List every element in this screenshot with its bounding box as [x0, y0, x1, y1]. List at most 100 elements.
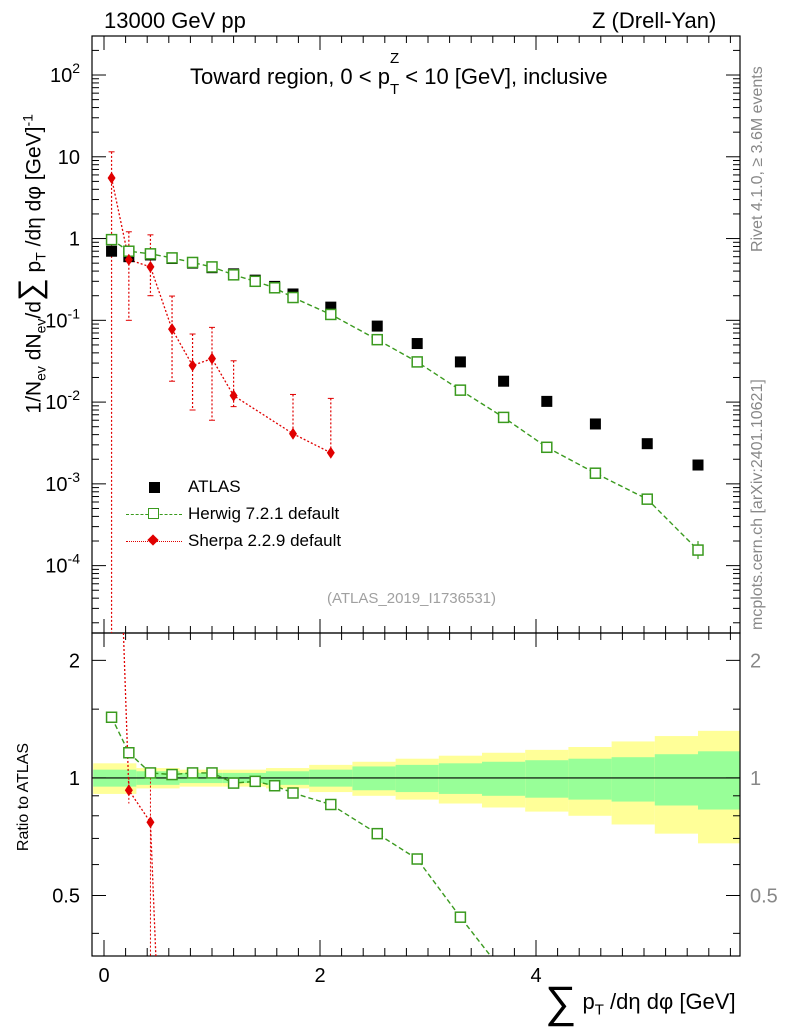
legend-herwig-label: Herwig 7.2.1 default — [188, 504, 340, 523]
sherpa-ratio-point — [124, 784, 133, 797]
plot-title-tail: < 10 [GeV], inclusive — [399, 64, 608, 89]
herwig-point — [287, 291, 299, 304]
axes-frame — [91, 35, 741, 957]
y-tick-label: 10-4 — [45, 551, 80, 578]
herwig-ratio-point — [325, 798, 337, 811]
herwig-ratio-point — [123, 747, 135, 759]
legend-atlas-marker — [149, 482, 160, 493]
ratio-band-inner — [698, 751, 740, 810]
ratio-uncertainty-bands — [92, 730, 740, 844]
ratio-tick-label: 2 — [69, 650, 80, 672]
plot-title-sub: T — [389, 81, 400, 98]
mcplots-label: mcplots.cern.ch [arXiv:2401.10621] — [749, 379, 766, 630]
herwig-point — [411, 356, 423, 368]
herwig-ratio-point — [144, 767, 157, 779]
sherpa-point — [326, 446, 335, 459]
herwig-point — [641, 493, 653, 505]
atlas-point — [106, 245, 118, 257]
herwig-ratio-point — [287, 787, 299, 799]
atlas-point — [325, 301, 337, 313]
atlas-point — [589, 418, 601, 430]
atlas-point — [454, 356, 466, 368]
legend-sherpa-marker — [147, 534, 159, 546]
atlas-point — [498, 375, 510, 387]
herwig-ratio-point — [206, 767, 218, 779]
ratio-tick-label: 0.5 — [52, 886, 80, 908]
herwig-point — [325, 308, 337, 321]
herwig-point — [105, 233, 118, 246]
ratio-tick-label-right: 1 — [750, 768, 761, 790]
ratio-band-inner — [525, 760, 569, 798]
herwig-point — [371, 333, 383, 346]
y-tick-label: 10-3 — [45, 469, 80, 496]
y-tick-label: 10 — [58, 147, 80, 169]
y-tick-label: 10-1 — [45, 305, 80, 332]
herwig-ratio-point — [227, 777, 240, 789]
herwig-point — [454, 384, 467, 396]
watermark-label: (ATLAS_2019_I1736531) — [327, 590, 497, 607]
sherpa-ratio-point — [146, 816, 155, 829]
axis-ticks: 0 2 4 10-4 10-3 10-2 10-1 1 10 102 0.5 0.5 1 1 2 2 — [45, 35, 778, 987]
y-tick-label: 1 — [69, 229, 80, 251]
ratio-ylabel: Ratio to ATLAS — [15, 742, 33, 852]
herwig-point — [249, 275, 261, 288]
energy-label: 13000 GeV pp — [104, 8, 246, 33]
ratio-band-inner — [438, 763, 482, 794]
herwig-ratio-point — [268, 779, 281, 792]
herwig-point — [541, 441, 553, 454]
data-marks — [105, 172, 704, 923]
sherpa-point — [124, 253, 133, 266]
sherpa-main-line — [110, 177, 332, 454]
rivet-label: Rivet 4.1.0, ≥ 3.6M events — [749, 66, 766, 252]
atlas-point — [692, 459, 704, 471]
sherpa-point — [188, 359, 197, 372]
x-tick-label: 0 — [98, 965, 109, 987]
ratio-tick-label: 1 — [69, 768, 80, 790]
herwig-point — [692, 544, 704, 556]
legend-sherpa-label: Sherpa 2.2.9 default — [188, 531, 342, 550]
herwig-lines — [110, 239, 699, 957]
atlas-point — [541, 395, 553, 407]
sherpa-point — [168, 323, 177, 336]
herwig-point — [166, 252, 178, 264]
herwig-point — [227, 269, 240, 281]
atlas-point — [411, 338, 423, 350]
plot-title-text: Toward region, 0 < p — [190, 64, 390, 89]
herwig-ratio-point — [166, 768, 178, 781]
ratio-tick-label-right: 2 — [750, 650, 761, 672]
x-tick-label: 4 — [530, 965, 541, 987]
legend-herwig-marker — [148, 508, 159, 519]
ratio-band-inner — [482, 761, 526, 796]
herwig-point — [589, 467, 602, 479]
herwig-point — [144, 248, 157, 260]
sherpa-point — [107, 172, 116, 185]
herwig-ratio-point — [249, 775, 261, 788]
plot-title-sup: Z — [389, 50, 400, 67]
sherpa-point — [289, 427, 297, 440]
herwig-ratio-line — [110, 716, 492, 957]
ratio-band-inner — [611, 757, 655, 802]
legend: ATLAS Herwig 7.2.1 default Sherpa 2.2.9 … — [118, 475, 378, 555]
herwig-point — [268, 282, 281, 294]
herwig-point — [186, 256, 199, 269]
ratio-band-inner — [654, 754, 698, 806]
atlas-point — [371, 320, 383, 332]
ratio-band-inner — [568, 758, 612, 800]
herwig-ratio-point — [186, 767, 199, 779]
herwig-point — [206, 261, 218, 273]
herwig-point — [497, 411, 510, 424]
x-tick-label: 2 — [314, 965, 325, 987]
y-tick-label: 102 — [50, 60, 80, 87]
sherpa-point — [146, 260, 155, 273]
herwig-ratio-point — [371, 827, 383, 840]
herwig-ratio-point — [411, 853, 423, 865]
process-label: Z (Drell-Yan) — [592, 8, 717, 33]
legend-atlas-label: ATLAS — [188, 477, 241, 496]
herwig-ratio-point — [105, 711, 118, 724]
x-axis-label: ∑ pT /dη dφ [GeV] — [545, 978, 736, 1027]
sherpa-point — [208, 352, 216, 365]
atlas-point — [641, 438, 653, 450]
herwig-ratio-point — [454, 911, 467, 923]
ratio-tick-label-right: 0.5 — [750, 886, 778, 908]
